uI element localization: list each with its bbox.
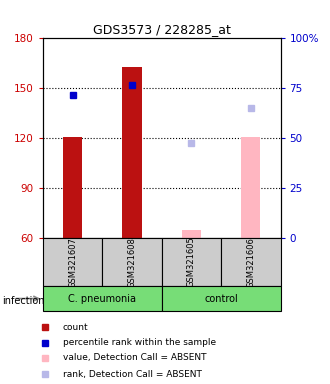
Text: rank, Detection Call = ABSENT: rank, Detection Call = ABSENT <box>63 370 202 379</box>
Text: percentile rank within the sample: percentile rank within the sample <box>63 338 216 347</box>
Text: value, Detection Call = ABSENT: value, Detection Call = ABSENT <box>63 353 206 362</box>
Bar <box>221 238 280 286</box>
Text: GSM321607: GSM321607 <box>68 237 77 288</box>
Text: control: control <box>204 293 238 304</box>
Text: GSM321606: GSM321606 <box>246 237 255 288</box>
Title: GDS3573 / 228285_at: GDS3573 / 228285_at <box>93 23 231 36</box>
Bar <box>43 238 102 286</box>
Bar <box>122 67 142 238</box>
Bar <box>43 286 162 311</box>
Bar <box>162 238 221 286</box>
Bar <box>162 286 280 311</box>
Text: GSM321605: GSM321605 <box>187 237 196 288</box>
Text: C. pneumonia: C. pneumonia <box>68 293 136 304</box>
Text: count: count <box>63 323 88 332</box>
Bar <box>182 230 201 238</box>
Bar <box>102 238 162 286</box>
Bar <box>241 137 260 238</box>
Text: GSM321608: GSM321608 <box>127 237 137 288</box>
Bar <box>63 137 82 238</box>
Text: infection: infection <box>2 296 44 306</box>
